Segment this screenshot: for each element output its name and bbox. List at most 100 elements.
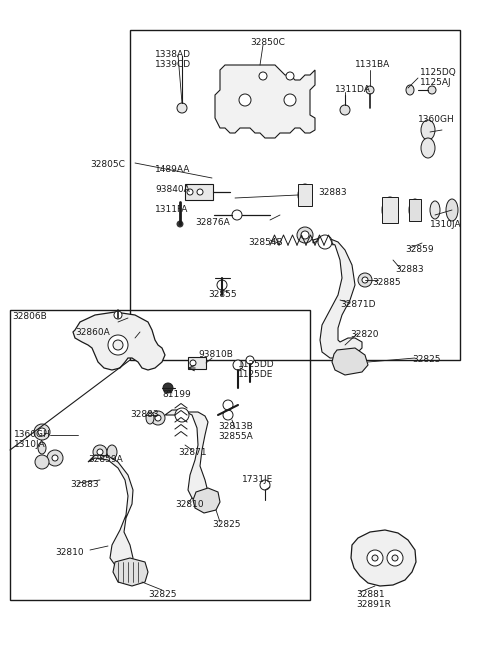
- Text: 93810B: 93810B: [198, 350, 233, 359]
- Ellipse shape: [382, 197, 398, 223]
- Text: 32810: 32810: [175, 500, 204, 509]
- Circle shape: [113, 340, 123, 350]
- Circle shape: [392, 555, 398, 561]
- Circle shape: [52, 455, 58, 461]
- Polygon shape: [193, 488, 220, 513]
- Bar: [130, 30, 460, 360]
- Text: 32813B
32855A: 32813B 32855A: [218, 422, 253, 441]
- Circle shape: [47, 450, 63, 466]
- Polygon shape: [165, 410, 208, 502]
- Text: 1311DA: 1311DA: [335, 85, 371, 94]
- Circle shape: [217, 280, 227, 290]
- Circle shape: [246, 356, 254, 364]
- Polygon shape: [313, 238, 362, 358]
- Circle shape: [340, 105, 350, 115]
- Circle shape: [260, 480, 270, 490]
- Circle shape: [163, 383, 173, 393]
- Circle shape: [297, 227, 313, 243]
- Polygon shape: [73, 312, 165, 370]
- Text: 32859: 32859: [405, 245, 433, 254]
- Circle shape: [197, 189, 203, 195]
- Text: 32855: 32855: [208, 290, 237, 299]
- Bar: [298, 184, 312, 206]
- Polygon shape: [215, 65, 315, 138]
- Text: 1731JE: 1731JE: [242, 475, 273, 484]
- Circle shape: [372, 555, 378, 561]
- Ellipse shape: [409, 199, 421, 221]
- Circle shape: [233, 360, 243, 370]
- Circle shape: [259, 72, 267, 80]
- Ellipse shape: [38, 442, 46, 454]
- Text: 81199: 81199: [162, 390, 191, 399]
- Text: 32883: 32883: [70, 480, 98, 489]
- Polygon shape: [113, 558, 148, 586]
- Text: 32820: 32820: [350, 330, 379, 339]
- Text: 32859A: 32859A: [88, 455, 123, 464]
- Circle shape: [362, 277, 368, 283]
- Text: 32806B: 32806B: [12, 312, 47, 321]
- Text: 32883: 32883: [318, 188, 347, 197]
- Circle shape: [177, 221, 183, 227]
- Text: 32860A: 32860A: [75, 328, 110, 337]
- Bar: [382, 197, 398, 223]
- Circle shape: [428, 86, 436, 94]
- Circle shape: [177, 103, 187, 113]
- Text: 1131BA: 1131BA: [355, 60, 390, 69]
- Text: 1125DD
1125DE: 1125DD 1125DE: [238, 360, 275, 379]
- Text: 1360GH: 1360GH: [418, 115, 455, 124]
- Text: 32825: 32825: [412, 355, 441, 364]
- Circle shape: [358, 273, 372, 287]
- Polygon shape: [351, 530, 416, 586]
- Circle shape: [223, 410, 233, 420]
- Text: 32825: 32825: [212, 520, 240, 529]
- Circle shape: [155, 415, 161, 421]
- Bar: [185, 184, 213, 200]
- Text: 32883: 32883: [395, 265, 424, 274]
- Text: 1311FA: 1311FA: [155, 205, 188, 214]
- Text: 1125DQ
1125AJ: 1125DQ 1125AJ: [420, 68, 457, 87]
- Text: 1310JA: 1310JA: [430, 220, 462, 229]
- Text: 32871D: 32871D: [340, 300, 375, 309]
- Ellipse shape: [107, 445, 117, 459]
- Text: 32825: 32825: [148, 590, 177, 599]
- Circle shape: [367, 550, 383, 566]
- Circle shape: [151, 411, 165, 425]
- Bar: [409, 199, 421, 221]
- Ellipse shape: [421, 138, 435, 158]
- Circle shape: [232, 210, 242, 220]
- Bar: [188, 357, 206, 369]
- Text: 1338AD
1339CD: 1338AD 1339CD: [155, 50, 191, 69]
- Circle shape: [284, 94, 296, 106]
- Circle shape: [190, 360, 196, 366]
- Circle shape: [97, 449, 103, 455]
- Text: 32881
32891R: 32881 32891R: [356, 590, 391, 609]
- Circle shape: [286, 72, 294, 80]
- Circle shape: [108, 335, 128, 355]
- Circle shape: [387, 550, 403, 566]
- Circle shape: [318, 235, 332, 249]
- Circle shape: [239, 94, 251, 106]
- Text: 32854B: 32854B: [248, 238, 283, 247]
- Text: 93840A: 93840A: [155, 185, 190, 194]
- Text: 32850C: 32850C: [250, 38, 285, 47]
- Circle shape: [187, 189, 193, 195]
- Text: 32883: 32883: [130, 410, 158, 419]
- Circle shape: [35, 455, 49, 469]
- Circle shape: [34, 424, 50, 440]
- Circle shape: [38, 428, 46, 436]
- Ellipse shape: [421, 120, 435, 140]
- Circle shape: [114, 311, 122, 319]
- Text: 32876A: 32876A: [195, 218, 230, 227]
- Text: 32805C: 32805C: [90, 160, 125, 169]
- Text: 32810: 32810: [55, 548, 84, 557]
- Circle shape: [366, 86, 374, 94]
- Circle shape: [223, 400, 233, 410]
- Text: 1489AA: 1489AA: [155, 165, 191, 174]
- Circle shape: [93, 445, 107, 459]
- Ellipse shape: [446, 199, 458, 221]
- Bar: [10, 310, 310, 600]
- Ellipse shape: [406, 85, 414, 95]
- Ellipse shape: [146, 412, 154, 424]
- Text: 1360GH
1310JA: 1360GH 1310JA: [14, 430, 51, 449]
- Circle shape: [175, 408, 189, 422]
